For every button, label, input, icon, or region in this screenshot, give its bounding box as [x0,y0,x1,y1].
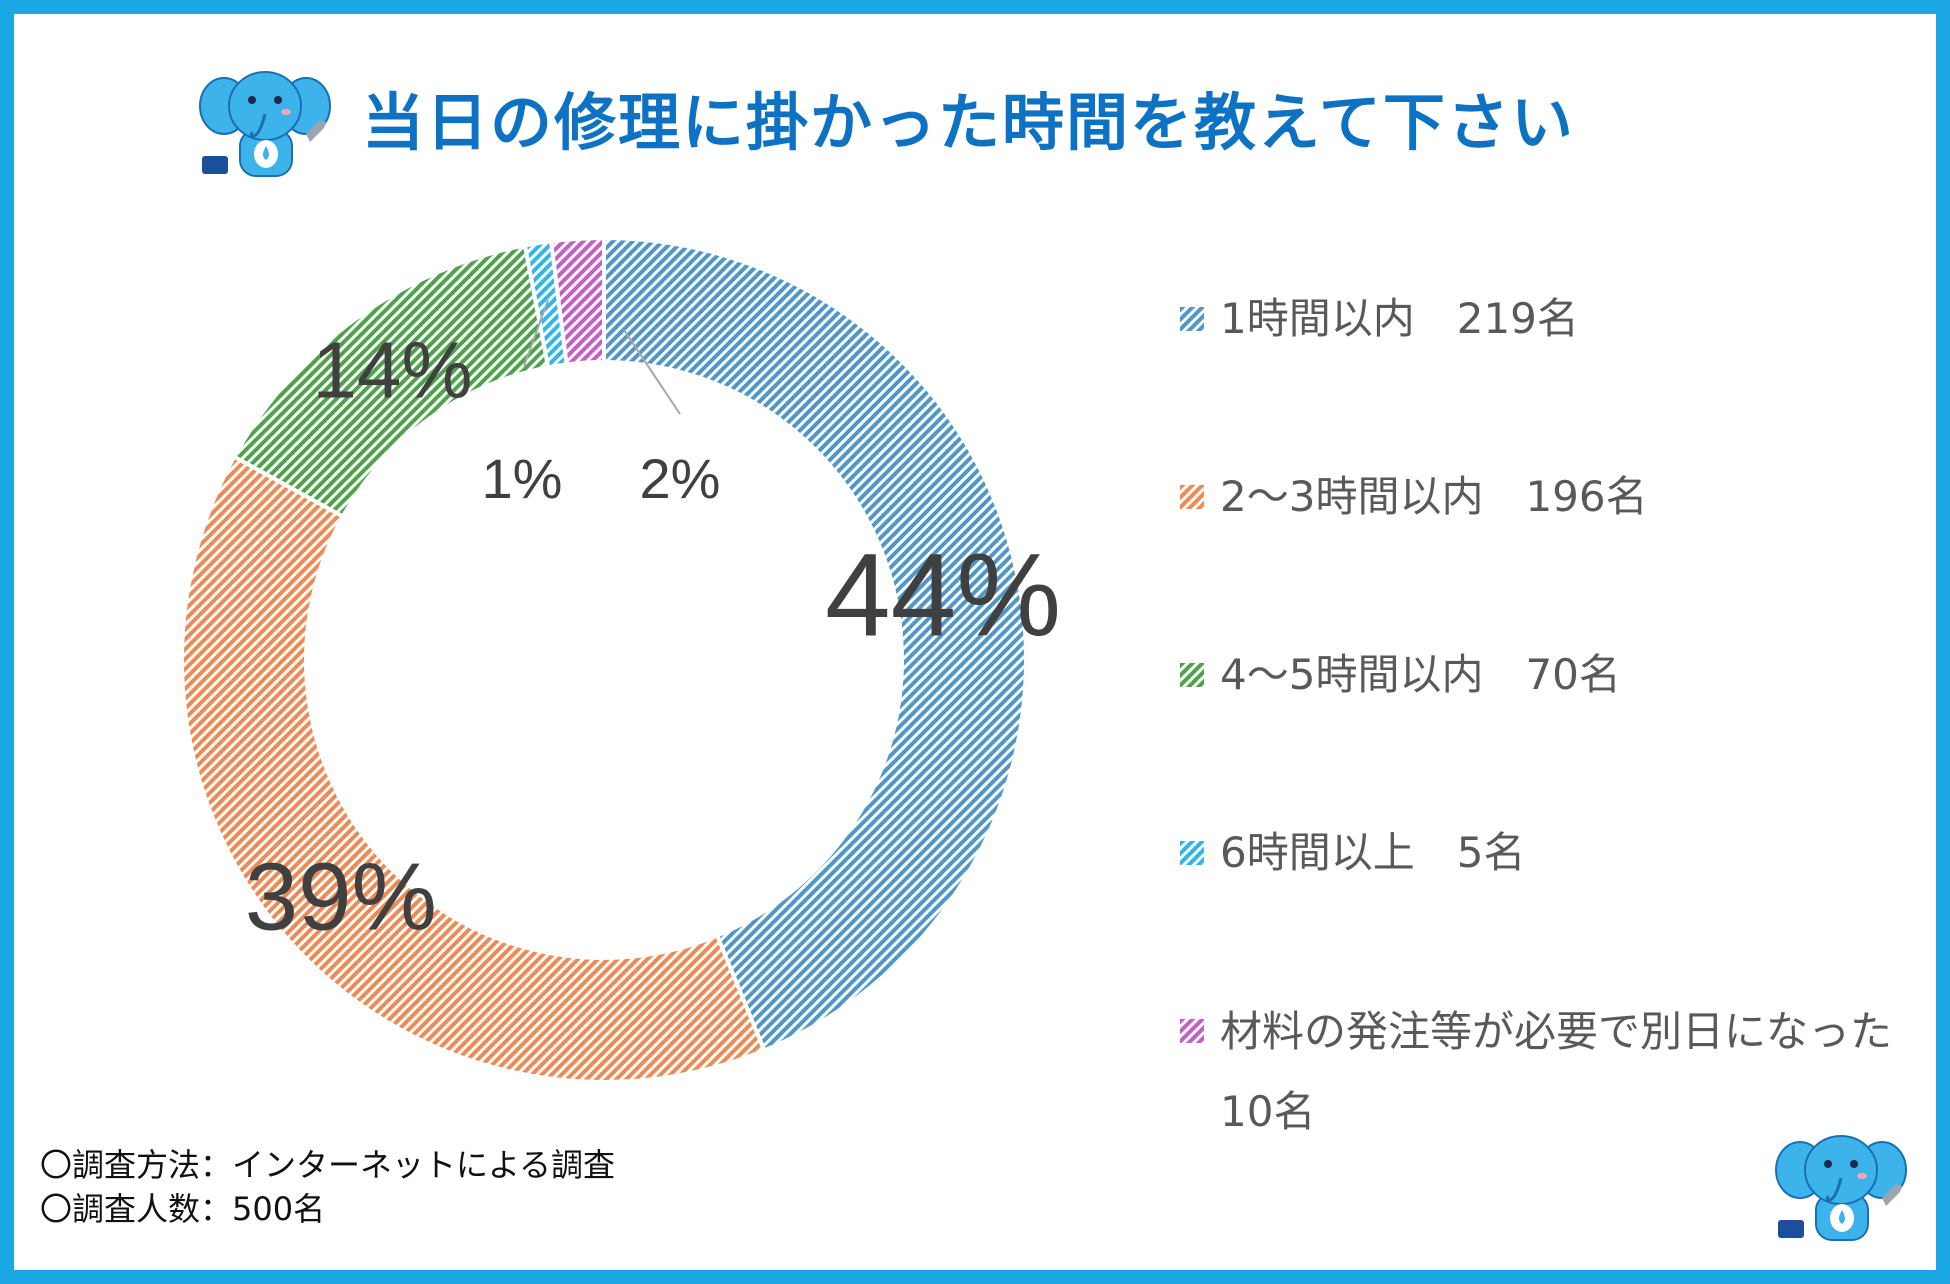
legend-swatch-2 [1180,485,1204,509]
legend-item-2: 2～3時間以内 196名 [1180,458,1900,536]
data-label-4: 1% [482,447,563,510]
legend-label: 6時間以上 5名 [1220,828,1526,877]
legend-label: 4～5時間以内 70名 [1220,650,1621,699]
leader-line-4 [523,299,549,367]
data-label-1: 44% [825,530,1061,662]
legend-swatch-4 [1180,841,1204,865]
elephant-mascot-icon [1775,1135,1907,1241]
legend-label: 1時間以内 219名 [1220,294,1579,343]
elephant-mascot-icon [199,71,331,177]
data-label-3: 14% [312,326,472,415]
legend-swatch-1 [1180,307,1204,331]
legend-swatch-3 [1180,663,1204,687]
donut-slice-1 [602,235,1028,1053]
survey-method-note: 〇調査方法：インターネットによる調査 [40,1146,616,1184]
legend-item-3: 4～5時間以内 70名 [1180,636,1900,714]
data-label-2: 39% [245,844,437,951]
legend-item-5: 材料の発注等が必要で別日になった 10名 [1180,992,1934,1152]
legend-label: 2～3時間以内 196名 [1220,472,1648,521]
survey-respondents-note: 〇調査人数：500名 [40,1190,326,1228]
data-label-5: 2% [640,447,721,510]
leader-line-5 [623,329,681,415]
donut-slice-5 [548,235,606,367]
page-title: 当日の修理に掛かった時間を教えて下さい [362,86,1575,159]
legend-label: 材料の発注等が必要で別日になった 10名 [1220,1007,1934,1136]
legend-item-4: 6時間以上 5名 [1180,814,1900,892]
legend-swatch-5 [1180,1019,1204,1043]
legend-item-1: 1時間以内 219名 [1180,280,1900,358]
donut-slice-2 [180,453,767,1084]
